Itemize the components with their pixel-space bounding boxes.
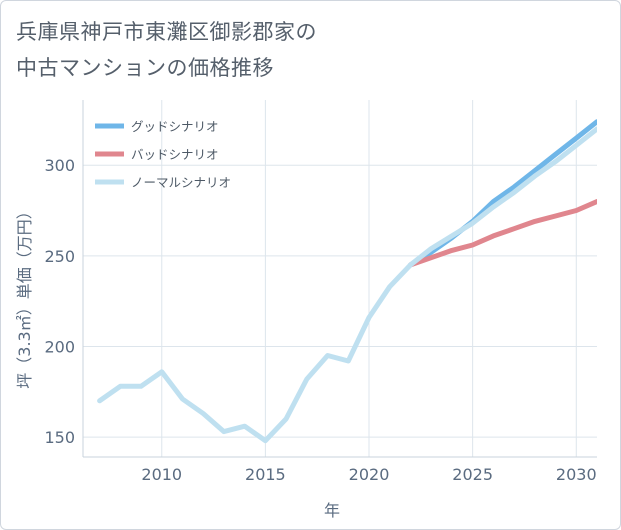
x-tick-label-2030: 2030: [556, 465, 597, 484]
legend-label-1: バッドシナリオ: [131, 147, 219, 162]
series-line-1: [408, 199, 597, 268]
chart-title-line1: 兵庫県神戸市東灘区御影郡家の: [16, 20, 317, 44]
x-tick-label-2025: 2025: [452, 465, 493, 484]
legend-label-2: ノーマルシナリオ: [131, 175, 231, 190]
legend-label-0: グッドシナリオ: [131, 119, 219, 134]
x-tick-label-2020: 2020: [349, 465, 390, 484]
y-tick-label-250: 250: [44, 247, 75, 266]
ticks: 2010 2015 2020 2025 2030 150 200 250 300: [44, 156, 596, 484]
x-axis-title: 年: [324, 501, 340, 520]
chart-title-line2: 中古マンションの価格推移: [16, 56, 274, 80]
y-tick-label-150: 150: [44, 428, 75, 447]
plot-frame: [82, 100, 597, 458]
x-tick-label-2010: 2010: [141, 465, 182, 484]
y-tick-label-300: 300: [44, 156, 75, 175]
series-line-2: [97, 126, 597, 444]
x-tick-label-2015: 2015: [245, 465, 286, 484]
chart-title: 兵庫県神戸市東灘区御影郡家の 中古マンションの価格推移: [16, 14, 317, 86]
grid: [83, 100, 597, 457]
y-axis-title: 坪（3.3㎡）単価（万円）: [15, 203, 34, 388]
y-tick-label-200: 200: [44, 337, 75, 356]
series-group: [97, 119, 597, 444]
